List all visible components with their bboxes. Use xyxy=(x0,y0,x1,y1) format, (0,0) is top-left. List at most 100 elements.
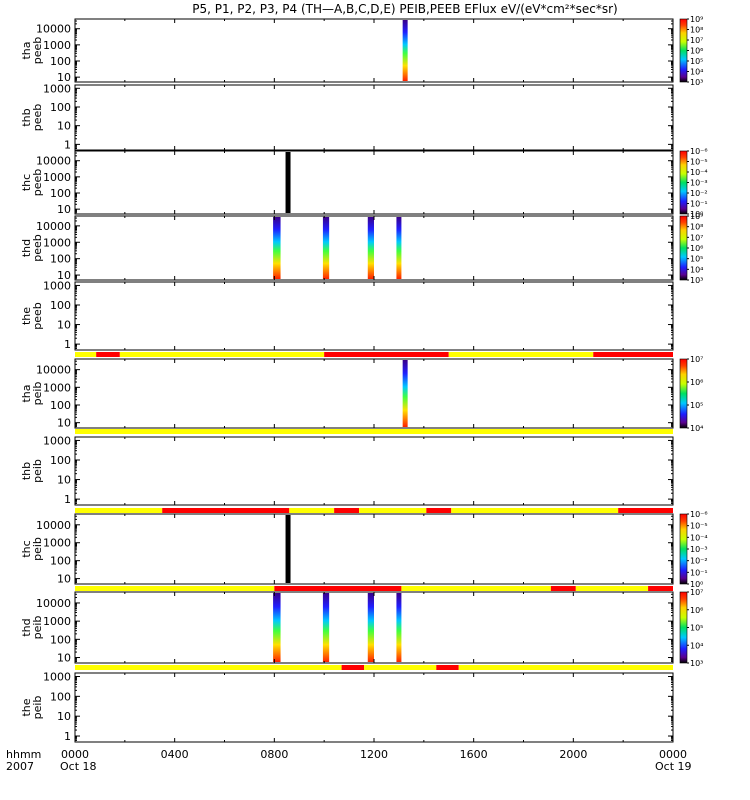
y-tick-label: 10000 xyxy=(36,597,71,610)
quality-flag-segment xyxy=(618,508,673,513)
panel-frame xyxy=(74,672,674,743)
spectrogram-band-0 xyxy=(273,217,281,279)
colorbar-tick-label: 10⁵ xyxy=(690,624,703,633)
colorbar-tick-label: 10⁴ xyxy=(690,68,703,77)
quality-flag-segment xyxy=(75,586,275,591)
y-tick-label: 10000 xyxy=(36,220,71,233)
spectrogram-band-0 xyxy=(285,152,291,213)
y-tick-label: 1000 xyxy=(43,434,71,447)
x-tick-label: 1600 xyxy=(460,748,488,761)
colorbar-tick-label: 10³ xyxy=(690,276,703,285)
colorbar-tick-label: 10⁵ xyxy=(690,57,703,66)
y-tick-label: 1 xyxy=(64,338,71,351)
y-tick-label: 1000 xyxy=(43,39,71,52)
colorbar-tick-label: 10⁻⁴ xyxy=(690,533,708,542)
spectrogram-band-2 xyxy=(367,593,374,662)
colorbar-tick-label: 10⁵ xyxy=(690,401,703,410)
y-tick-label: 1000 xyxy=(43,537,71,550)
y-tick-label: 10 xyxy=(57,269,71,282)
y-tick-label: 10 xyxy=(57,71,71,84)
panel-frame xyxy=(74,281,674,351)
y-tick-label: 100 xyxy=(50,399,71,412)
x-tick-labels: 0000 0400 0800 1200 1600 2000 0000 xyxy=(61,748,687,761)
y-tick-label: 1000 xyxy=(43,236,71,249)
y-tick-label: 100 xyxy=(50,55,71,68)
spectrogram-band-1 xyxy=(322,217,330,279)
spectrogram-band-3 xyxy=(396,217,402,279)
y-tick-label: 100 xyxy=(50,101,71,114)
colorbar-tick-label: 10⁷ xyxy=(690,36,703,45)
x-tick-label: 0000 xyxy=(659,748,687,761)
y-tick-label: 1000 xyxy=(43,82,71,95)
colorbar-tick-label: 10⁴ xyxy=(690,265,703,274)
y-axis-label: peeb xyxy=(31,302,44,330)
colorbar-tick-label: 10⁻¹ xyxy=(690,568,708,577)
y-tick-label: 10 xyxy=(57,573,71,586)
y-tick-label: 100 xyxy=(50,690,71,703)
quality-flag-segment xyxy=(324,352,449,357)
y-tick-label: 1000 xyxy=(43,381,71,394)
figure-title: P5, P1, P2, P3, P4 (TH—A,B,C,D,E) PEIB,P… xyxy=(192,2,617,16)
y-tick-label: 1 xyxy=(64,493,71,506)
quality-flag-segment xyxy=(274,586,402,591)
y-axis-label: peib xyxy=(31,696,44,720)
colorbar-tick-label: 10⁻⁵ xyxy=(690,522,708,531)
y-tick-label: 10 xyxy=(57,417,71,430)
y-tick-label: 10 xyxy=(57,710,71,723)
quality-flag-segment xyxy=(436,665,459,670)
colorbar-tick-label: 10⁷ xyxy=(690,355,703,364)
x-tick-label: 0400 xyxy=(161,748,189,761)
colorbar xyxy=(679,215,688,281)
y-tick-label: 10 xyxy=(57,120,71,133)
x-axis-label-year: 2007 xyxy=(6,760,34,773)
quality-flag-segment xyxy=(341,665,365,670)
colorbar-tick-label: 10⁻⁶ xyxy=(690,510,708,519)
y-tick-label: 10000 xyxy=(36,519,71,532)
panel-frame xyxy=(74,358,674,429)
y-axis-label: thd xyxy=(20,618,33,636)
y-tick-label: 10 xyxy=(57,652,71,665)
quality-flag-segment xyxy=(364,665,437,670)
panel-frame xyxy=(74,150,674,215)
spectrogram-band-1 xyxy=(322,593,330,662)
x-tick-label: 2000 xyxy=(559,748,587,761)
y-axis-label: tha xyxy=(20,384,33,402)
y-tick-label: 1000 xyxy=(43,171,71,184)
colorbar-tick-label: 10⁻⁶ xyxy=(690,147,708,156)
y-axis-label: peib xyxy=(31,616,44,640)
y-tick-label: 10000 xyxy=(36,155,71,168)
colorbar-tick-label: 10³ xyxy=(690,659,703,668)
quality-flag-segment xyxy=(550,586,576,591)
colorbar xyxy=(679,591,688,664)
colorbar-tick-label: 10⁻⁵ xyxy=(690,158,708,167)
quality-flag-segment xyxy=(458,665,673,670)
y-tick-label: 100 xyxy=(50,253,71,266)
y-tick-label: 10 xyxy=(57,319,71,332)
quality-flag-segment xyxy=(359,508,427,513)
y-tick-label: 10 xyxy=(57,203,71,216)
spectrogram-band-3 xyxy=(396,593,402,662)
x-tick-label: 0000 xyxy=(61,748,89,761)
y-tick-label: 100 xyxy=(50,555,71,568)
y-axis-label: thb xyxy=(20,108,33,126)
colorbar-tick-label: 10⁶ xyxy=(690,47,703,56)
x-tick-label: 1200 xyxy=(360,748,388,761)
colorbar-tick-label: 10⁷ xyxy=(690,588,703,597)
colorbar-tick-label: 10⁷ xyxy=(690,233,703,242)
colorbar-tick-label: 10⁻² xyxy=(690,557,708,566)
y-tick-label: 100 xyxy=(50,633,71,646)
x-date-start: Oct 18 xyxy=(60,760,97,773)
colorbar-tick-label: 10⁶ xyxy=(690,378,703,387)
colorbar-tick-label: 10⁹ xyxy=(690,15,703,24)
y-tick-label: 10 xyxy=(57,474,71,487)
